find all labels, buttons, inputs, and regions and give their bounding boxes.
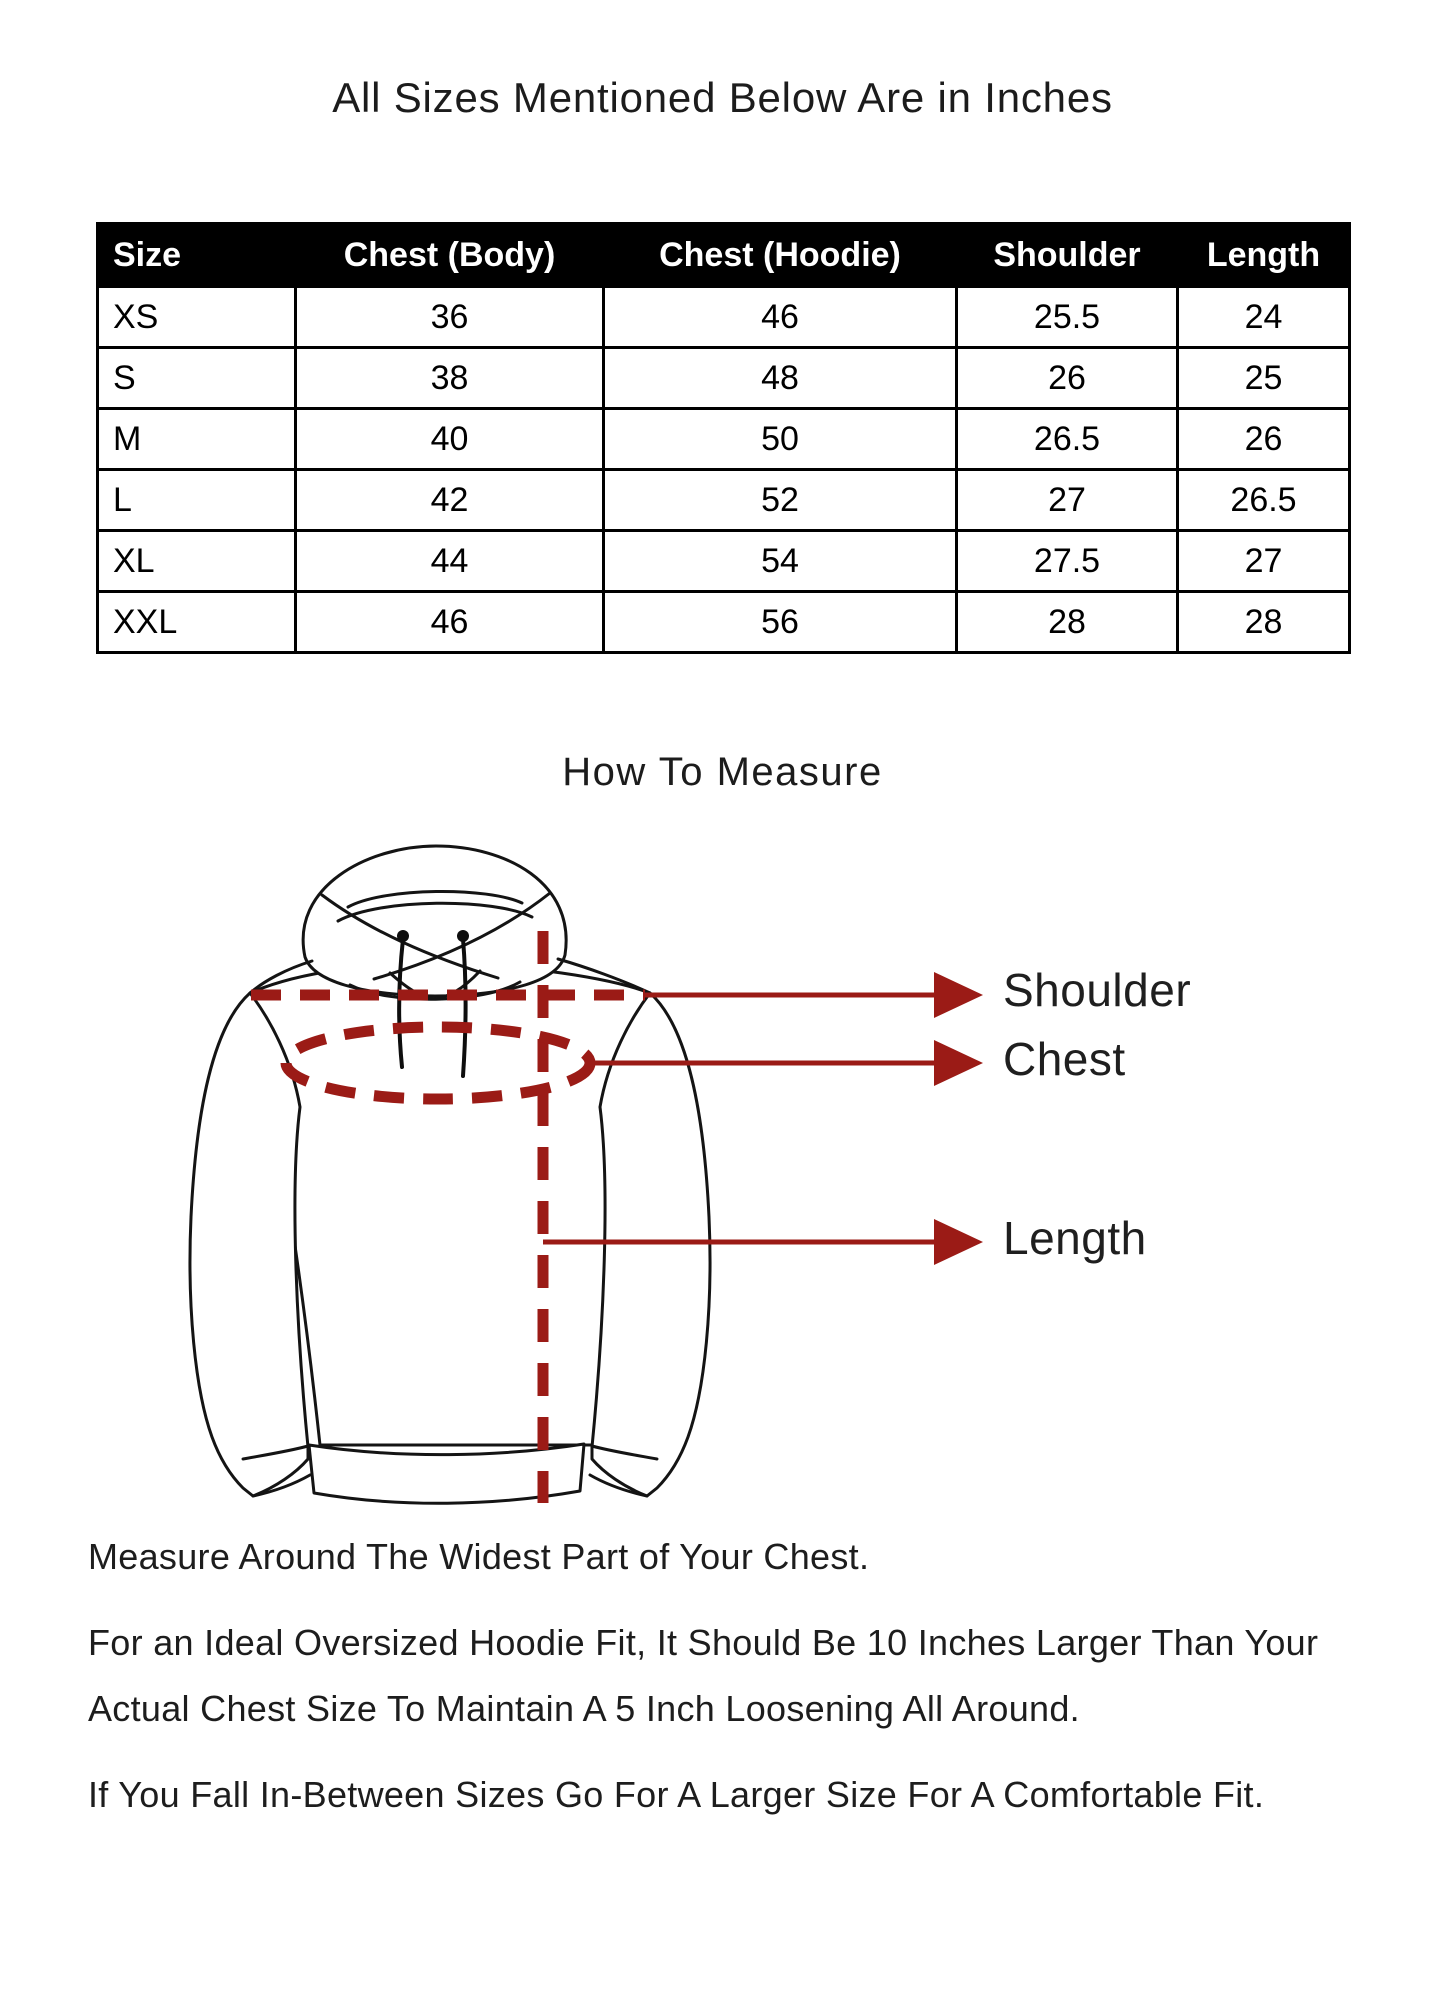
table-row-m: M 40 50 26.5 26 <box>96 407 1351 471</box>
cell-shoulder: 27.5 <box>955 529 1179 593</box>
cell-chest-body: 40 <box>294 407 605 471</box>
chest-label: Chest <box>1003 1033 1126 1085</box>
cell-length: 25 <box>1176 346 1351 410</box>
col-header-size: Size <box>96 222 297 288</box>
table-row-xxl: XXL 46 56 28 28 <box>96 590 1351 654</box>
right-grommet <box>457 930 469 942</box>
left-grommet <box>397 930 409 942</box>
cell-shoulder: 27 <box>955 468 1179 532</box>
cell-chest-body: 36 <box>294 285 605 349</box>
table-row-xs: XS 36 46 25.5 24 <box>96 285 1351 349</box>
table-header-row: Size Chest (Body) Chest (Hoodie) Shoulde… <box>96 222 1351 288</box>
cell-length: 28 <box>1176 590 1351 654</box>
length-arrowhead <box>934 1219 983 1265</box>
note-oversized-fit: For an Ideal Oversized Hoodie Fit, It Sh… <box>88 1622 1319 1729</box>
hoodie-hood <box>301 844 568 998</box>
cell-chest-hoodie: 56 <box>602 590 958 654</box>
cell-length: 26 <box>1176 407 1351 471</box>
col-header-chest-body: Chest (Body) <box>294 222 605 288</box>
note-measure-chest: Measure Around The Widest Part of Your C… <box>88 1536 870 1577</box>
cell-size: M <box>96 407 297 471</box>
cell-chest-hoodie: 46 <box>602 285 958 349</box>
hoodie-right-cuff <box>588 1444 659 1498</box>
cell-length: 27 <box>1176 529 1351 593</box>
left-drawstring <box>397 937 405 1069</box>
cell-size: L <box>96 468 297 532</box>
hoodie-hem-band <box>307 1442 586 1505</box>
chest-arrowhead <box>934 1040 983 1086</box>
table-row-l: L 42 52 27 26.5 <box>96 468 1351 532</box>
cell-chest-body: 42 <box>294 468 605 532</box>
cell-chest-hoodie: 48 <box>602 346 958 410</box>
cell-shoulder: 28 <box>955 590 1179 654</box>
cell-chest-body: 46 <box>294 590 605 654</box>
how-to-measure-heading: How To Measure <box>562 750 883 794</box>
cell-shoulder: 25.5 <box>955 285 1179 349</box>
hoodie-left-cuff <box>241 1444 312 1498</box>
shoulder-arrowhead <box>934 972 983 1018</box>
cell-chest-hoodie: 50 <box>602 407 958 471</box>
cell-shoulder: 26.5 <box>955 407 1179 471</box>
cell-size: S <box>96 346 297 410</box>
col-header-chest-hoodie: Chest (Hoodie) <box>602 222 958 288</box>
measurement-notes: Measure Around The Widest Part of Your C… <box>88 1524 1418 1848</box>
table-row-xl: XL 44 54 27.5 27 <box>96 529 1351 593</box>
col-header-shoulder: Shoulder <box>955 222 1179 288</box>
right-drawstring <box>461 937 468 1078</box>
cell-size: XL <box>96 529 297 593</box>
table-row-s: S 38 48 26 25 <box>96 346 1351 410</box>
cell-shoulder: 26 <box>955 346 1179 410</box>
length-label: Length <box>1003 1212 1147 1264</box>
shoulder-label: Shoulder <box>1003 964 1192 1016</box>
note-between-sizes: If You Fall In-Between Sizes Go For A La… <box>88 1774 1265 1815</box>
cell-chest-hoodie: 54 <box>602 529 958 593</box>
measurement-diagram: Shoulder Chest Length <box>0 835 1445 1525</box>
hoodie-illustration <box>188 844 983 1505</box>
size-chart-table: Size Chest (Body) Chest (Hoodie) Shoulde… <box>96 222 1351 654</box>
page-title: All Sizes Mentioned Below Are in Inches <box>332 74 1113 121</box>
cell-chest-body: 38 <box>294 346 605 410</box>
cell-length: 24 <box>1176 285 1351 349</box>
cell-length: 26.5 <box>1176 468 1351 532</box>
cell-size: XS <box>96 285 297 349</box>
cell-chest-body: 44 <box>294 529 605 593</box>
col-header-length: Length <box>1176 222 1351 288</box>
cell-chest-hoodie: 52 <box>602 468 958 532</box>
cell-size: XXL <box>96 590 297 654</box>
